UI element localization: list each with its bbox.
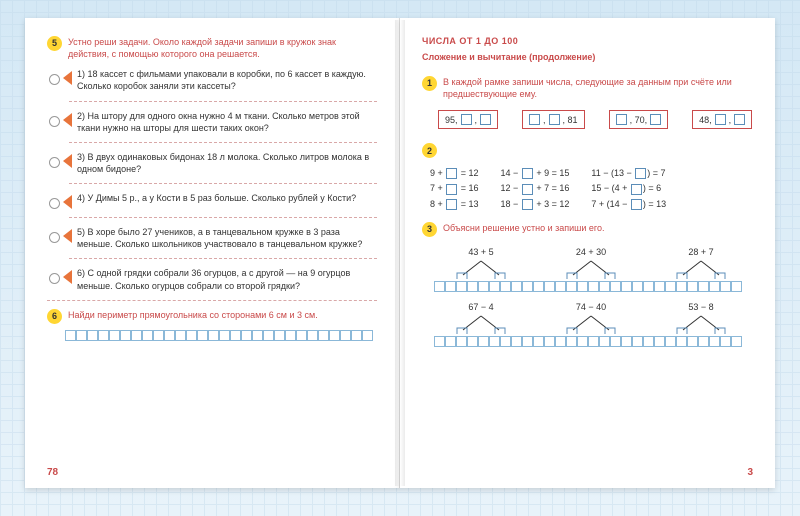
frame[interactable]: 48,, bbox=[692, 110, 752, 129]
page-number: 3 bbox=[747, 467, 753, 478]
marker-icon bbox=[63, 229, 72, 243]
branch-icon bbox=[451, 259, 511, 279]
chapter-subheader: Сложение и вычитание (продолжение) bbox=[422, 52, 753, 62]
task-1: 1 В каждой рамке запиши числа, следующие… bbox=[422, 76, 753, 100]
branch-icon bbox=[451, 314, 511, 334]
number-frames: 95,, ,, 81 , 70, 48,, bbox=[438, 110, 753, 129]
answer-grid[interactable] bbox=[434, 281, 753, 292]
marker-icon bbox=[63, 113, 72, 127]
frame[interactable]: , 70, bbox=[609, 110, 669, 129]
left-page: 5 Устно реши задачи. Около каждой задачи… bbox=[25, 18, 400, 488]
answer-grid[interactable] bbox=[434, 336, 753, 347]
task-6: 6 Найди периметр прямоугольника со сторо… bbox=[47, 309, 377, 324]
task3-badge: 3 bbox=[422, 222, 437, 237]
equation-row[interactable]: 8 + = 1318 − + 3 = 127 + (14 − ) = 13 bbox=[430, 199, 753, 210]
marker-icon bbox=[63, 154, 72, 168]
problem-4: 4) У Димы 5 р., а у Кости в 5 раз больше… bbox=[49, 192, 377, 209]
task5-badge: 5 bbox=[47, 36, 62, 51]
task6-text: Найди периметр прямоугольника со сторона… bbox=[68, 309, 318, 324]
task-5-header: 5 Устно реши задачи. Около каждой задачи… bbox=[47, 36, 377, 60]
problem-3: 3) В двух одинаковых бидонах 18 л молока… bbox=[49, 151, 377, 175]
answer-circle[interactable] bbox=[49, 198, 60, 209]
branch-icon bbox=[561, 259, 621, 279]
problem-2: 2) На штору для одного окна нужно 4 м тк… bbox=[49, 110, 377, 134]
answer-grid[interactable] bbox=[65, 330, 377, 341]
task2-badge: 2 bbox=[422, 143, 437, 158]
answer-circle[interactable] bbox=[49, 116, 60, 127]
task5-text: Устно реши задачи. Около каждой задачи з… bbox=[68, 36, 377, 60]
chapter-header: ЧИСЛА ОТ 1 ДО 100 bbox=[422, 36, 753, 46]
branch-icon bbox=[671, 259, 731, 279]
answer-circle[interactable] bbox=[49, 74, 60, 85]
task-2: 2 bbox=[422, 143, 753, 158]
branch-icon bbox=[561, 314, 621, 334]
problem-1: 1) 18 кассет с фильмами упаковали в коро… bbox=[49, 68, 377, 92]
frame[interactable]: 95,, bbox=[438, 110, 498, 129]
task6-badge: 6 bbox=[47, 309, 62, 324]
marker-icon bbox=[63, 195, 72, 209]
diagram-row: 67 − 4 74 − 40 53 − 8 bbox=[446, 302, 753, 334]
equation-row[interactable]: 7 + = 1612 − + 7 = 1615 − (4 + ) = 6 bbox=[430, 183, 753, 194]
right-page: ЧИСЛА ОТ 1 ДО 100 Сложение и вычитание (… bbox=[400, 18, 775, 488]
task1-text: В каждой рамке запиши числа, следующие з… bbox=[443, 76, 753, 100]
task1-badge: 1 bbox=[422, 76, 437, 91]
page-number: 78 bbox=[47, 467, 58, 478]
answer-circle[interactable] bbox=[49, 157, 60, 168]
frame[interactable]: ,, 81 bbox=[522, 110, 585, 129]
marker-icon bbox=[63, 71, 72, 85]
problem-5: 5) В хоре было 27 учеников, а в танцевал… bbox=[49, 226, 377, 250]
problems-list: 1) 18 кассет с фильмами упаковали в коро… bbox=[49, 68, 377, 291]
page-fold bbox=[395, 20, 405, 486]
equation-row[interactable]: 9 + = 1214 − + 9 = 1511 − (13 − ) = 7 bbox=[430, 168, 753, 179]
diagram-row: 43 + 5 24 + 30 28 + 7 bbox=[446, 247, 753, 279]
problem-6: 6) С одной грядки собрали 36 огурцов, а … bbox=[49, 267, 377, 291]
branch-icon bbox=[671, 314, 731, 334]
task-3: 3 Объясни решение устно и запиши его. bbox=[422, 222, 753, 237]
marker-icon bbox=[63, 270, 72, 284]
answer-circle[interactable] bbox=[49, 273, 60, 284]
answer-circle[interactable] bbox=[49, 232, 60, 243]
task3-text: Объясни решение устно и запиши его. bbox=[443, 222, 605, 237]
